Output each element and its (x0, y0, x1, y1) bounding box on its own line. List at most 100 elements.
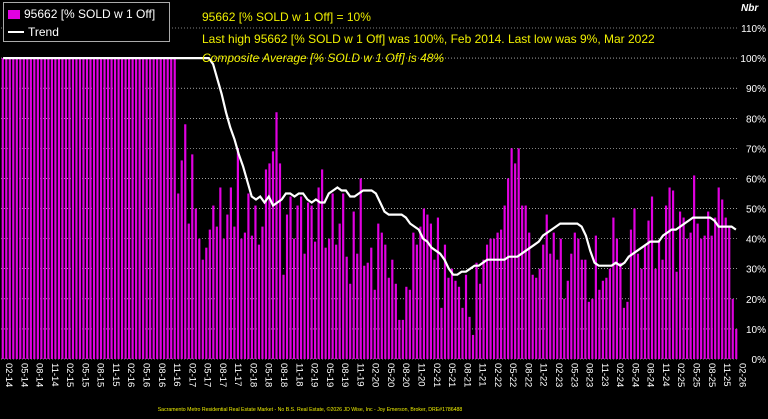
x-tick-label: 11-17 (232, 363, 243, 387)
bar (538, 268, 541, 359)
bar (47, 58, 50, 360)
bar (693, 175, 696, 359)
x-tick-label: 02-22 (492, 363, 503, 387)
bar (661, 259, 664, 359)
bar (296, 205, 299, 359)
y-axis-unit-label: Nbr (741, 3, 759, 14)
bar (373, 289, 376, 359)
bar (71, 58, 75, 360)
bar (338, 223, 341, 359)
bar (542, 244, 545, 359)
x-tick-label: 05-14 (18, 363, 29, 387)
bar (377, 223, 380, 359)
bar (696, 223, 699, 359)
bar (398, 319, 401, 359)
bar (226, 214, 229, 359)
x-tick-label: 08-17 (217, 363, 228, 387)
x-tick-label: 02-20 (370, 363, 381, 387)
bar (636, 253, 640, 359)
y-tick-label: 70% (746, 144, 766, 155)
bar (521, 205, 524, 359)
bar (229, 187, 232, 359)
bar (61, 58, 64, 360)
bar (433, 259, 436, 359)
bar (201, 259, 204, 359)
bar (619, 262, 622, 359)
bar (721, 199, 724, 359)
bar (608, 268, 611, 359)
bar (194, 208, 197, 359)
bar (356, 253, 359, 359)
bar (584, 259, 587, 359)
bar (731, 298, 734, 359)
bar (219, 187, 222, 359)
bar (236, 148, 239, 359)
bar (457, 286, 461, 359)
bar (324, 247, 327, 359)
bar (15, 58, 18, 360)
bar (559, 238, 562, 359)
bar (426, 214, 429, 359)
bar (478, 283, 482, 359)
bar (482, 259, 485, 359)
bar (615, 238, 619, 359)
bar (728, 226, 731, 359)
x-tick-label: 02-15 (64, 363, 75, 387)
bar (314, 241, 317, 359)
x-tick-label: 02-18 (247, 363, 258, 387)
y-tick-label: 0% (752, 355, 767, 366)
y-tick-label: 100% (740, 54, 766, 65)
bar (489, 238, 492, 359)
bar (271, 151, 275, 359)
bar (657, 241, 661, 359)
x-axis-tick-labels: 02-14 05-14 08-14 11-14 02-15 05-15 08-15 11-15… (3, 363, 747, 387)
bar (475, 262, 478, 359)
bar (412, 232, 415, 359)
bar (36, 58, 39, 360)
bar (342, 193, 345, 359)
bar (447, 277, 450, 359)
bar (317, 187, 320, 359)
trend-line (3, 57, 737, 276)
bar (254, 205, 257, 359)
bar (517, 148, 520, 359)
legend-item-trend: Trend (8, 24, 59, 40)
bar (591, 298, 594, 359)
x-tick-label: 02-24 (614, 363, 625, 387)
bar (113, 58, 117, 360)
bar (321, 169, 324, 359)
bar (261, 226, 264, 359)
x-tick-label: 11-18 (293, 363, 304, 387)
bar (675, 271, 678, 359)
y-tick-label: 20% (746, 295, 766, 306)
bar (78, 58, 82, 360)
x-tick-label: 08-19 (339, 363, 350, 387)
bar (668, 187, 671, 359)
x-tick-label: 02-17 (186, 363, 197, 387)
bar (159, 58, 162, 360)
x-tick-label: 05-19 (324, 363, 335, 387)
bar (268, 163, 271, 359)
bar (531, 274, 534, 359)
bar (359, 178, 362, 359)
bar (170, 58, 173, 360)
x-tick-label: 02-26 (736, 363, 747, 387)
bar (507, 178, 510, 359)
bar (405, 286, 408, 359)
bar (594, 235, 597, 359)
bar (191, 154, 194, 359)
bar (384, 244, 387, 359)
bar (99, 58, 103, 360)
bar (117, 58, 120, 360)
x-tick-label: 08-24 (645, 363, 656, 387)
bar (650, 196, 654, 359)
bar (622, 307, 626, 359)
bar (468, 316, 471, 359)
bar (714, 217, 717, 359)
bar (464, 274, 468, 359)
bar (335, 244, 338, 359)
bar (493, 238, 496, 359)
bar (633, 208, 636, 359)
bar (135, 58, 138, 360)
bar (68, 58, 71, 360)
